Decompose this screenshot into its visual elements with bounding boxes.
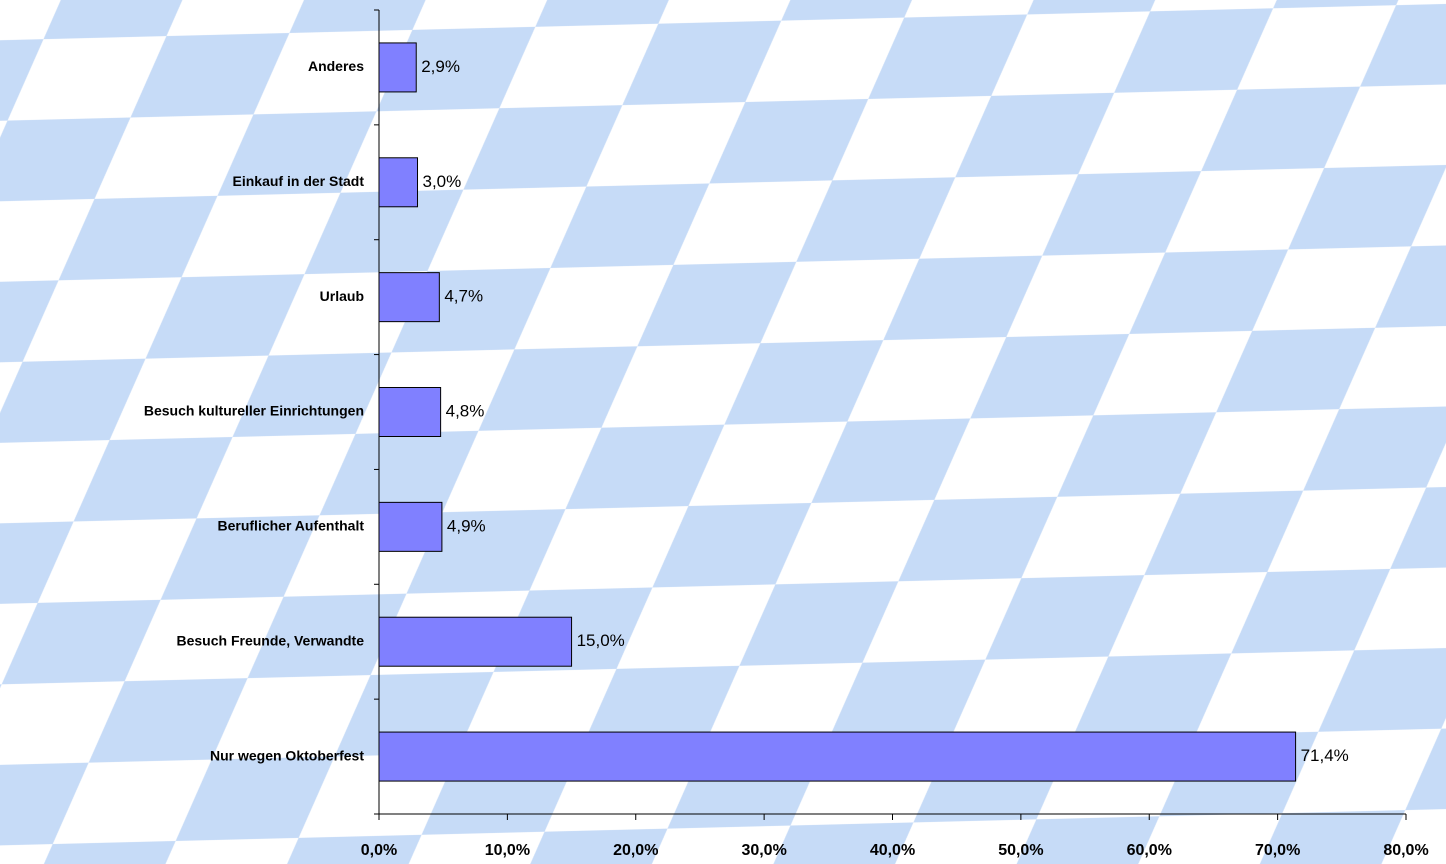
value-label: 4,8% — [446, 401, 485, 420]
bar — [378, 501, 443, 552]
value-label: 15,0% — [577, 631, 625, 650]
x-tick-label: 10,0% — [485, 842, 530, 859]
bar — [378, 616, 573, 667]
value-label: 4,9% — [447, 516, 486, 535]
y-tick-label: Nur wegen Oktoberfest — [210, 747, 364, 763]
value-label: 71,4% — [1301, 746, 1349, 765]
bar — [378, 42, 417, 93]
bar — [378, 387, 442, 437]
x-tick-label: 60,0% — [1127, 842, 1172, 859]
y-tick-label: Besuch kultureller Einrichtungen — [144, 403, 364, 419]
bar — [378, 157, 419, 208]
y-tick-label: Urlaub — [320, 288, 364, 304]
y-tick-label: Einkauf in der Stadt — [233, 173, 365, 189]
x-tick-label: 50,0% — [998, 842, 1043, 859]
bar — [378, 731, 1297, 782]
y-tick-label: Beruflicher Aufenthalt — [218, 518, 365, 534]
value-label: 4,7% — [444, 287, 483, 306]
x-tick-label: 40,0% — [870, 842, 915, 859]
x-tick-label: 80,0% — [1383, 842, 1428, 859]
bar — [378, 272, 440, 323]
x-tick-label: 20,0% — [613, 842, 658, 859]
y-tick-label: Besuch Freunde, Verwandte — [177, 632, 365, 648]
value-label: 2,9% — [421, 57, 460, 76]
plot-area: 0,0% 10,0% 20,0% 30,0% 40,0% 50,0% 60,0% 70,0% 8… — [144, 9, 1429, 859]
x-tick-label: 70,0% — [1255, 842, 1300, 859]
y-tick-label: Anderes — [308, 58, 364, 74]
x-tick-label: 0,0% — [361, 842, 397, 859]
x-tick-label: 30,0% — [741, 842, 786, 859]
value-label: 3,0% — [423, 172, 462, 191]
